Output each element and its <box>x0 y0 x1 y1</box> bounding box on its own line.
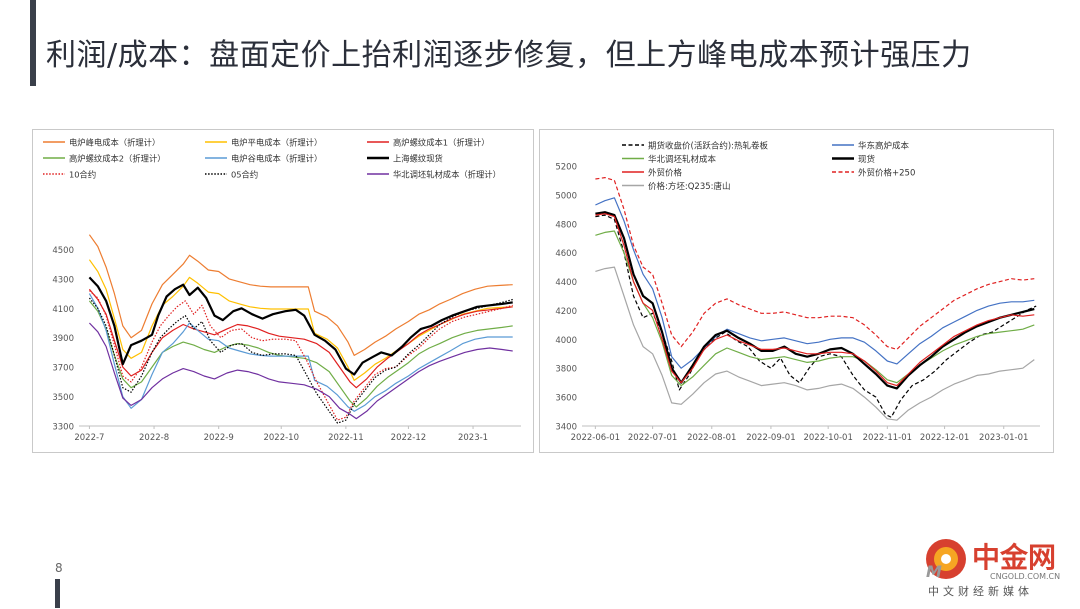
brand-logo: M 中金网 CNGOLD.COM.CN 中文财经新媒体 <box>920 535 1080 605</box>
chart2-series-line-3 <box>595 230 1035 387</box>
chart1-legend-label: 10合约 <box>69 170 96 180</box>
chart1-legend-label: 电炉谷电成本（折理计） <box>231 154 322 164</box>
logo-letter: M <box>926 562 942 581</box>
chart1-series-line-3 <box>88 288 513 389</box>
chart1-legend-label: 05合约 <box>231 170 258 180</box>
chart2-ytick-label: 4200 <box>555 307 577 317</box>
chart2-xtick-label: 2022-10-01 <box>803 433 852 443</box>
chart2-xtick-label: 2022-07-01 <box>628 433 677 443</box>
chart1-legend-label: 上海螺纹现货 <box>393 154 443 164</box>
chart1-series-line-7 <box>89 290 513 421</box>
chart2-xtick-label: 2022-11-01 <box>863 433 912 443</box>
chart2-legend-label: 现货 <box>858 154 876 165</box>
chart1-series-line-1 <box>88 234 513 356</box>
chart2-legend-label: 华北调坯轧材成本 <box>648 154 717 165</box>
chart1-xtick-label: 2022-7 <box>74 433 104 443</box>
chart2-legend-label: 外贸价格+250 <box>858 168 915 179</box>
chart1-legend-label: 电炉平电成本（折理计） <box>231 138 322 148</box>
chart1-xtick-label: 2022-8 <box>139 433 169 443</box>
chart1-series-line-6 <box>88 276 513 376</box>
chart1-series-line-5 <box>88 293 513 412</box>
chart1-ytick-label: 3500 <box>52 393 74 403</box>
chart-panel-steel-cost: 3300 3500 3700 3900 4100 4300 4500 2022-7 2022-8… <box>32 129 534 453</box>
chart2-xtick-label: 2022-08-01 <box>687 433 736 443</box>
logo-brand: 中金网 <box>972 541 1056 574</box>
chart2-series-group <box>595 177 1037 421</box>
chart2-ytick-label: 3600 <box>555 394 577 404</box>
chart2-legend-label: 期货收盘价(活跃合约):热轧卷板 <box>648 141 768 152</box>
chart1-ytick-label: 3900 <box>52 334 74 344</box>
chart1-ytick-label: 3300 <box>52 423 74 433</box>
chart2-ytick-label: 4600 <box>555 249 577 259</box>
chart2-series-line-1 <box>595 214 1037 418</box>
chart2-xtick-label: 2022-12-01 <box>920 433 969 443</box>
chart1-xtick-label: 2023-1 <box>458 433 488 443</box>
chart2-series-line-2 <box>595 197 1035 369</box>
chart2-legend-label: 外贸价格 <box>648 168 683 179</box>
page-title: 利润/成本：盘面定价上抬利润逐步修复，但上方峰电成本预计强压力 <box>46 38 972 73</box>
logo-mark: M <box>926 539 966 581</box>
title-accent-bar <box>30 0 36 86</box>
chart2-ytick-label: 5200 <box>555 163 577 173</box>
chart2-series-line-6 <box>595 177 1035 350</box>
chart1-ytick-label: 4500 <box>52 246 74 256</box>
chart-hot-rolled: 3400 3600 3800 4000 4200 4400 4600 4800 5000 5200… <box>555 141 1040 443</box>
chart2-legend-label: 价格:方坯:Q235:唐山 <box>648 181 731 192</box>
chart1-xtick-label: 2022-12 <box>391 433 427 443</box>
chart2-series-line-7 <box>595 266 1035 421</box>
chart1-legend-label: 高炉螺纹成本2（折理计） <box>69 154 166 164</box>
chart1-legend-label: 华北调坯轧材成本（折理计） <box>393 170 501 180</box>
chart2-xtick-label: 2022-09-01 <box>746 433 795 443</box>
footer-accent-bar <box>55 579 60 608</box>
chart1-xtick-label: 2022-9 <box>204 433 234 443</box>
chart2-ytick-label: 5000 <box>555 191 577 201</box>
chart2-ytick-label: 4000 <box>555 336 577 346</box>
chart2-ytick-label: 3400 <box>555 423 577 433</box>
chart1-xtick-label: 2022-10 <box>263 433 299 443</box>
chart2-xtick-label: 2022-06-01 <box>571 433 620 443</box>
chart1-ytick-label: 4300 <box>52 275 74 285</box>
chart1-series-line-8 <box>88 297 513 424</box>
chart1-legend-label: 电炉峰电成本（折理计） <box>69 138 160 148</box>
page-number: 8 <box>55 561 63 575</box>
chart-panel-hot-rolled: 3400 3600 3800 4000 4200 4400 4600 4800 5000 5200… <box>539 129 1054 453</box>
logo-tagline: 中文财经新媒体 <box>928 584 1033 598</box>
chart-steel-cost: 3300 3500 3700 3900 4100 4300 4500 2022-7 2022-8… <box>43 138 521 443</box>
chart1-series-line-9 <box>88 322 513 420</box>
chart2-ytick-label: 4800 <box>555 220 577 230</box>
chart1-xtick-label: 2022-11 <box>328 433 364 443</box>
chart1-ytick-label: 3700 <box>52 364 74 374</box>
chart2-xtick-label: 2023-01-01 <box>979 433 1028 443</box>
chart1-legend-label: 高炉螺纹成本1（折理计） <box>393 138 490 148</box>
chart2-ytick-label: 4400 <box>555 278 577 288</box>
chart2-series-line-5 <box>595 213 1035 387</box>
chart2-ytick-label: 3800 <box>555 365 577 375</box>
chart1-series-line-2 <box>88 259 513 381</box>
chart2-series-line-4 <box>595 211 1035 390</box>
chart2-legend-label: 华东高炉成本 <box>858 141 910 152</box>
logo-site: CNGOLD.COM.CN <box>990 572 1060 581</box>
chart1-series-group <box>88 234 513 424</box>
chart1-series-line-4 <box>88 300 513 408</box>
chart1-ytick-label: 4100 <box>52 305 74 315</box>
